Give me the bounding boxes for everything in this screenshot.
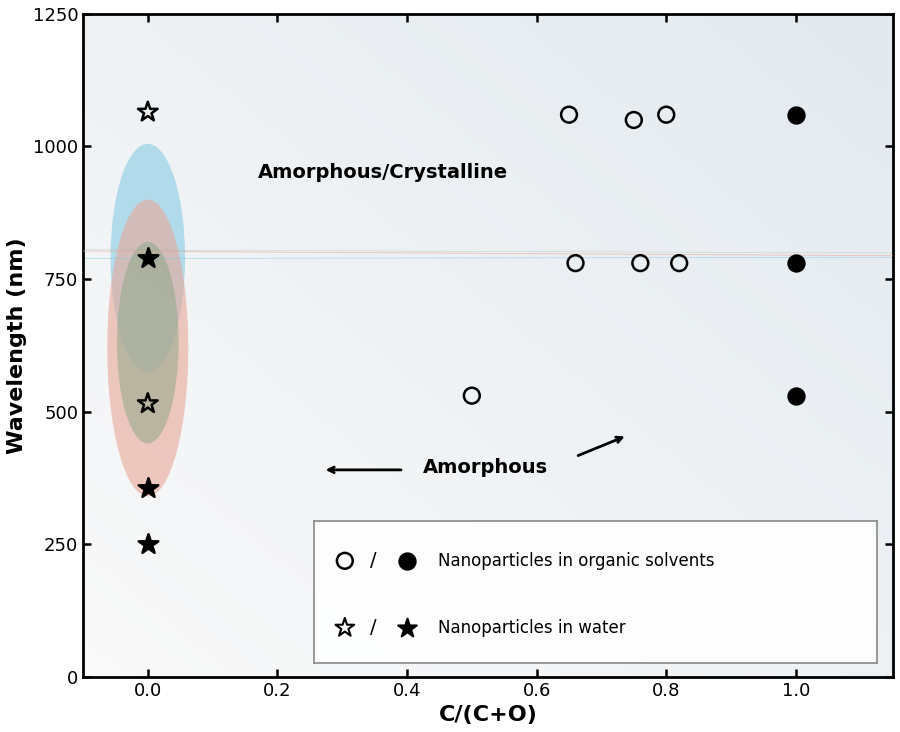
X-axis label: C/(C+O): C/(C+O) [438,705,537,725]
Y-axis label: Wavelength (nm): Wavelength (nm) [7,237,27,454]
Point [140,397,155,409]
Point [140,538,155,550]
Text: Amorphous: Amorphous [423,458,548,477]
Point [140,252,155,264]
Point [140,482,155,494]
Point [464,390,479,402]
Ellipse shape [111,143,185,372]
Ellipse shape [0,105,900,410]
Point [633,257,647,269]
Point [562,109,576,121]
Ellipse shape [0,92,900,414]
Point [140,106,155,118]
Ellipse shape [117,242,178,444]
Point [626,114,641,126]
Point [788,390,803,402]
Point [788,257,803,269]
Ellipse shape [0,92,900,418]
Text: Amorphous/Crystalline: Amorphous/Crystalline [258,163,508,182]
Point [672,257,687,269]
Ellipse shape [107,200,188,496]
Point [568,257,582,269]
Point [659,109,673,121]
Point [788,109,803,121]
